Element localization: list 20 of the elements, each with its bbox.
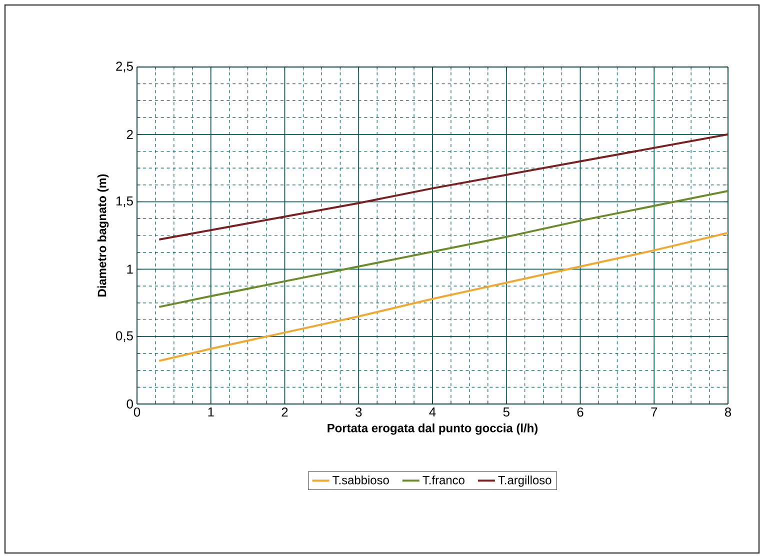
x-tick-label: 1 (208, 408, 214, 416)
legend-label: T.sabbioso (332, 476, 389, 484)
x-axis-title: Portata erogata dal punto goccia (l/h) (328, 424, 538, 435)
x-tick-label: 0 (134, 408, 140, 417)
x-tick-label: 3 (356, 408, 362, 417)
y-tick-label: 1,5 (116, 196, 133, 208)
y-tick-label: 2 (126, 130, 133, 139)
x-tick-label: 2 (282, 408, 288, 417)
legend-label: T.argilloso (498, 476, 552, 487)
y-tick-label: 1 (127, 264, 133, 274)
legend-label: T.franco (422, 476, 464, 484)
x-tick-label: 5 (503, 408, 510, 417)
x-tick-label: 6 (577, 408, 584, 417)
x-tick-label: 8 (724, 408, 732, 417)
x-tick-label: 7 (651, 408, 658, 416)
y-tick-label: 0 (126, 399, 133, 409)
x-tick-label: 4 (429, 408, 436, 416)
y-tick-label: 2,5 (116, 62, 133, 72)
y-axis-title: Diametro bagnato (m) (97, 174, 109, 296)
y-tick-label: 0,5 (116, 331, 133, 342)
